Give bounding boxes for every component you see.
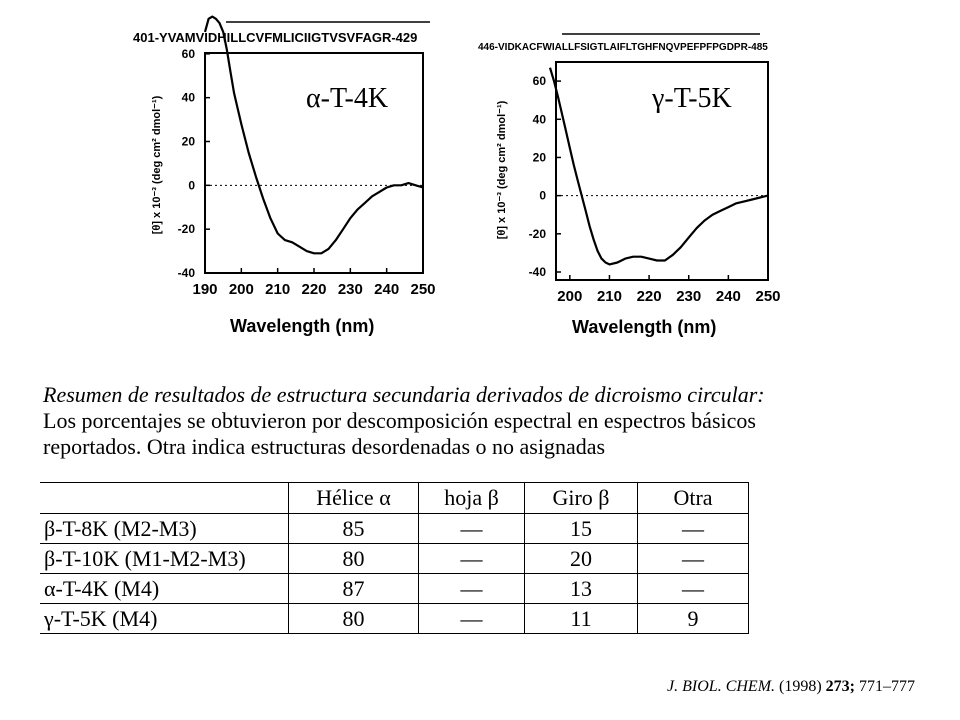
cell-other: —: [637, 513, 749, 544]
citation-year: (1998): [779, 678, 822, 695]
citation-volume: 273;: [825, 678, 855, 695]
y-tick-label: -20: [178, 222, 196, 236]
cell-sheet: —: [418, 603, 525, 634]
sequence-label-2: 446-VIDKACFWIALLFSIGTLAIFLTGHFNQVPEFPFPG…: [478, 42, 768, 53]
table-row: β-T-8K (M2-M3) 85 — 15 —: [40, 513, 749, 544]
cd-spectrum-line: [548, 67, 769, 266]
x-tick-label: 200: [229, 281, 254, 298]
x-axis-title-1: Wavelength (nm): [230, 316, 374, 336]
y-tick-label: -40: [529, 265, 547, 279]
cell-helix: 87: [288, 573, 419, 604]
cell-turn: 11: [524, 603, 638, 634]
x-tick-label: 240: [716, 288, 741, 305]
summary-text: Resumen de resultados de estructura secu…: [43, 382, 863, 460]
y-tick-label: -20: [529, 227, 547, 241]
alpha-t4k-plot: 190 200 210 220 230 240 250 -40 -20 0 20 40 60: [178, 15, 436, 298]
cell-helix: 85: [288, 513, 419, 544]
secondary-structure-table: Hélice α hoja β Giro β Otra β-T-8K (M2-M…: [40, 482, 749, 634]
sequence-label-1: 401-YVAMVIDHILLCVFMLICIIGTVSVFAGR-429: [133, 30, 417, 45]
panel-label-2: γ-T-5K: [651, 83, 732, 114]
x-tick-label: 250: [755, 288, 780, 305]
x-tick-label: 200: [557, 288, 582, 305]
cell-other: —: [637, 543, 749, 574]
y-tick-label: 40: [533, 112, 547, 126]
table-row: γ-T-5K (M4) 80 — 11 9: [40, 603, 749, 634]
header-helix: Hélice α: [288, 482, 419, 514]
table-header-row: Hélice α hoja β Giro β Otra: [40, 482, 749, 514]
header-blank: [40, 482, 289, 514]
row-name: α-T-4K (M4): [40, 573, 289, 604]
cd-spectra-figure: 401-YVAMVIDHILLCVFMLICIIGTVSVFAGR-429 α-…: [133, 15, 781, 337]
x-tick-label: 240: [374, 281, 399, 298]
x-tick-label: 220: [301, 281, 326, 298]
row-name: γ-T-5K (M4): [40, 603, 289, 634]
x-tick-label: 210: [597, 288, 622, 305]
cell-other: —: [637, 573, 749, 604]
cell-sheet: —: [418, 543, 525, 574]
citation-pages: 771–777: [859, 678, 915, 695]
alpha-t4k-panel: 401-YVAMVIDHILLCVFMLICIIGTVSVFAGR-429 α-…: [133, 15, 436, 336]
cell-helix: 80: [288, 543, 419, 574]
cell-turn: 15: [524, 513, 638, 544]
y-tick-label: 60: [533, 74, 547, 88]
y-tick-label: 0: [539, 189, 546, 203]
x-tick-label: 230: [338, 281, 363, 298]
cd-spectrum-line: [203, 15, 424, 255]
citation: J. BIOL. CHEM. (1998) 273; 771–777: [667, 678, 915, 696]
y-tick-label: -40: [178, 266, 196, 280]
summary-line-1: Resumen de resultados de estructura secu…: [43, 382, 765, 407]
y-tick-label: 60: [182, 47, 196, 61]
cell-sheet: —: [418, 513, 525, 544]
row-name: β-T-10K (M1-M2-M3): [40, 543, 289, 574]
panel-label-1: α-T-4K: [306, 83, 388, 114]
x-tick-label: 210: [265, 281, 290, 298]
row-name: β-T-8K (M2-M3): [40, 513, 289, 544]
summary-line-2: Los porcentajes se obtuvieron por descom…: [43, 408, 756, 433]
cell-turn: 13: [524, 573, 638, 604]
x-axis-title-2: Wavelength (nm): [572, 317, 716, 337]
gamma-t5k-panel: 446-VIDKACFWIALLFSIGTLAIFLTGHFNQVPEFPFPG…: [478, 33, 781, 337]
plot-frame-2: [555, 61, 769, 281]
cell-other: 9: [637, 603, 749, 634]
table-row: β-T-10K (M1-M2-M3) 80 — 20 —: [40, 543, 749, 574]
x-tick-label: 230: [676, 288, 701, 305]
x-tick-label: 250: [410, 281, 435, 298]
gamma-t5k-plot: 200 210 220 230 240 250 -40 -20 0 20 40 60: [529, 67, 781, 305]
y-tick-label: 20: [533, 150, 547, 164]
citation-journal: J. BIOL. CHEM.: [667, 678, 776, 695]
x-tick-label: 220: [637, 288, 662, 305]
cell-sheet: —: [418, 573, 525, 604]
x-tick-label: 190: [192, 281, 217, 298]
cell-turn: 20: [524, 543, 638, 574]
y-tick-label: 0: [188, 178, 195, 192]
header-other: Otra: [637, 482, 749, 514]
y-axis-title-1: [θ] x 10⁻³ (deg cm² dmol⁻¹): [151, 95, 163, 234]
table-row: α-T-4K (M4) 87 — 13 —: [40, 573, 749, 604]
summary-line-3: reportados. Otra indica estructuras deso…: [43, 434, 606, 459]
cell-helix: 80: [288, 603, 419, 634]
header-sheet: hoja β: [418, 482, 525, 514]
y-tick-label: 20: [182, 135, 196, 149]
y-tick-label: 40: [182, 91, 196, 105]
y-axis-title-2: [θ] x 10⁻³ (deg cm² dmol⁻¹): [496, 100, 508, 239]
header-turn: Giro β: [524, 482, 638, 514]
